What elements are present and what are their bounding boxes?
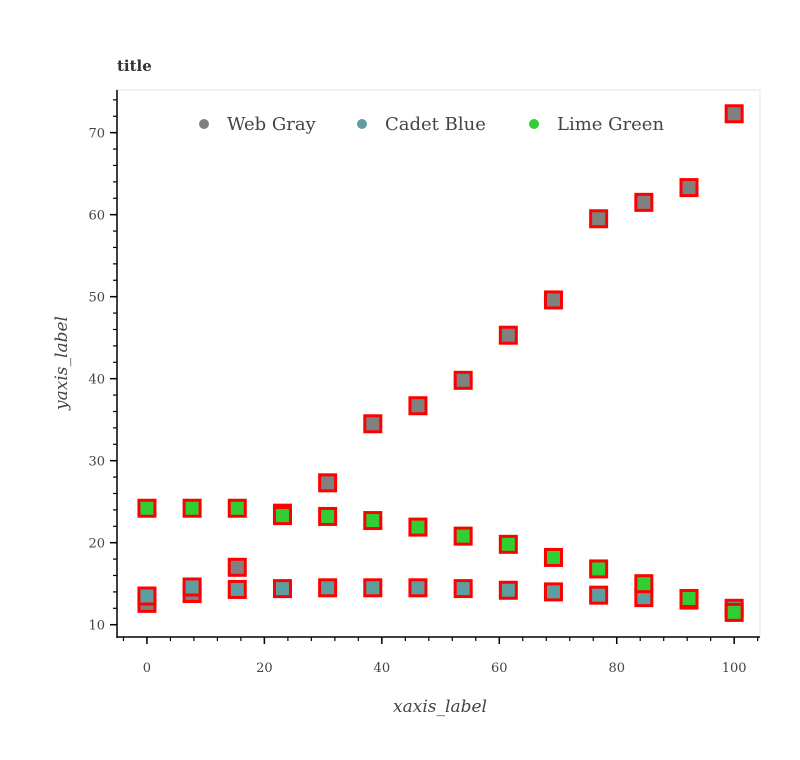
x-tick-label: 40 bbox=[374, 661, 391, 676]
x-tick-label: 60 bbox=[491, 661, 508, 676]
data-point-cadet-blue bbox=[453, 579, 473, 599]
legend-label: Web Gray bbox=[227, 114, 317, 135]
plot-frame bbox=[116, 89, 761, 638]
data-point-cadet-blue bbox=[182, 577, 202, 597]
data-point-cadet-blue bbox=[498, 580, 518, 600]
y-tick-label: 50 bbox=[88, 291, 105, 306]
x-tick-label: 100 bbox=[722, 661, 747, 676]
legend-marker-web-gray bbox=[199, 119, 209, 129]
legend-marker-lime-green bbox=[529, 119, 539, 129]
data-point-web-gray bbox=[453, 370, 473, 390]
data-point-web-gray bbox=[408, 396, 428, 416]
data-point-lime-green bbox=[227, 498, 247, 518]
data-point-cadet-blue bbox=[363, 578, 383, 598]
legend-marker-cadet-blue bbox=[357, 119, 367, 129]
x-tick-label: 0 bbox=[143, 661, 151, 676]
data-point-web-gray bbox=[634, 192, 654, 212]
data-point-lime-green bbox=[318, 506, 338, 526]
x-tick-label: 80 bbox=[608, 661, 625, 676]
data-point-web-gray bbox=[543, 290, 563, 310]
y-tick-label: 40 bbox=[88, 373, 105, 388]
data-point-web-gray bbox=[227, 557, 247, 577]
data-point-lime-green bbox=[589, 559, 609, 579]
data-point-lime-green bbox=[363, 511, 383, 531]
data-point-cadet-blue bbox=[318, 578, 338, 598]
data-point-lime-green bbox=[182, 498, 202, 518]
data-point-cadet-blue bbox=[137, 586, 157, 606]
data-point-lime-green bbox=[453, 526, 473, 546]
data-point-cadet-blue bbox=[408, 578, 428, 598]
x-tick-label: 20 bbox=[256, 661, 273, 676]
data-point-web-gray bbox=[589, 209, 609, 229]
y-tick-label: 30 bbox=[88, 455, 105, 470]
data-point-lime-green bbox=[724, 602, 744, 622]
data-point-web-gray bbox=[724, 104, 744, 124]
y-axis-label: yaxis_label bbox=[52, 316, 72, 411]
x-axis-label: xaxis_label bbox=[393, 697, 487, 717]
data-point-web-gray bbox=[318, 473, 338, 493]
data-point-cadet-blue bbox=[227, 579, 247, 599]
y-tick-label: 60 bbox=[88, 209, 105, 224]
data-point-lime-green bbox=[137, 498, 157, 518]
data-point-web-gray bbox=[498, 325, 518, 345]
data-point-lime-green bbox=[408, 517, 428, 537]
legend: Web Gray Cadet Blue Lime Green bbox=[199, 114, 664, 135]
legend-label: Cadet Blue bbox=[385, 114, 486, 135]
data-point-lime-green bbox=[498, 534, 518, 554]
data-point-cadet-blue bbox=[543, 582, 563, 602]
y-tick-label: 20 bbox=[88, 537, 105, 552]
data-point-web-gray bbox=[363, 414, 383, 434]
chart-title: title bbox=[117, 57, 152, 75]
data-point-lime-green bbox=[543, 547, 563, 567]
data-point-web-gray bbox=[679, 178, 699, 198]
y-tick-label: 70 bbox=[88, 127, 105, 142]
data-point-lime-green bbox=[679, 588, 699, 608]
data-point-lime-green bbox=[272, 506, 292, 526]
data-point-cadet-blue bbox=[589, 585, 609, 605]
data-point-cadet-blue bbox=[272, 579, 292, 599]
legend-label: Lime Green bbox=[557, 114, 664, 135]
y-tick-label: 10 bbox=[88, 619, 105, 634]
data-point-lime-green bbox=[634, 574, 654, 594]
